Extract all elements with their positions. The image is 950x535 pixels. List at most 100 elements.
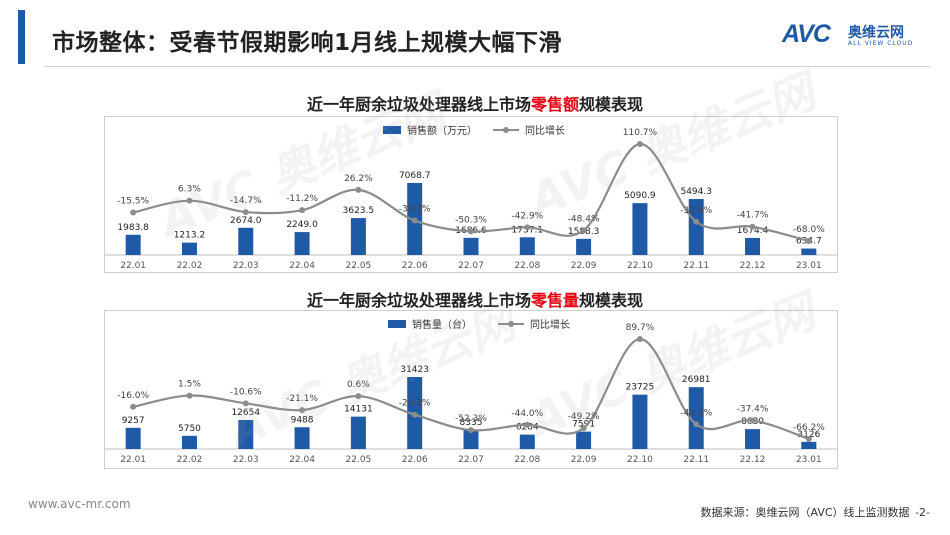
yoy-point: [468, 427, 474, 434]
yoy-point: [355, 186, 362, 193]
x-tick-label: 22.10: [627, 455, 653, 465]
chart2-panel: 销售量（台） 同比增长 9257 22.01 5750 22.02 12654 22.03 94…: [104, 310, 838, 469]
yoy-point: [186, 392, 193, 399]
yoy-value-label: 1.5%: [178, 380, 201, 390]
x-tick-label: 22.06: [402, 261, 428, 271]
yoy-value-label: -21.1%: [286, 394, 318, 404]
yoy-value-label: -11.2%: [286, 194, 318, 204]
x-tick-label: 23.01: [796, 261, 822, 271]
yoy-point: [130, 403, 137, 410]
legend-line-label: 同比增长: [525, 124, 565, 137]
yoy-point: [749, 417, 756, 424]
bar: [745, 429, 761, 449]
yoy-point: [242, 400, 249, 407]
bar-value-label: 14131: [344, 405, 373, 415]
yoy-value-label: -48.4%: [568, 214, 600, 224]
x-tick-label: 22.03: [233, 455, 259, 465]
yoy-point: [299, 207, 306, 214]
page-title: 市场整体：受春节假期影响1月线上规模大幅下滑: [52, 30, 563, 56]
yoy-value-label: -44.0%: [511, 409, 543, 419]
yoy-point: [411, 411, 418, 418]
data-source-text: 数据来源：奥维云网（AVC）线上监测数据: [700, 506, 910, 519]
bar-value-label: 31423: [400, 365, 429, 375]
bar: [294, 232, 310, 255]
yoy-point: [524, 421, 531, 428]
yoy-value-label: 110.7%: [623, 128, 658, 138]
bar-value-label: 8335: [460, 418, 483, 428]
yoy-value-label: -15.5%: [117, 197, 149, 207]
bar-value-label: 3623.5: [343, 206, 375, 216]
x-tick-label: 22.01: [120, 261, 146, 271]
yoy-point: [186, 197, 193, 204]
bar-value-label: 9488: [291, 415, 314, 425]
x-tick-label: 22.03: [233, 261, 259, 271]
chart1-title-prefix: 近一年厨余垃圾处理器线上市场: [306, 95, 531, 114]
yoy-point: [580, 227, 587, 234]
legend-bar-label: 销售额（万元）: [407, 124, 477, 137]
bar: [519, 237, 535, 255]
bar: [688, 387, 704, 449]
chart2-title-prefix: 近一年厨余垃圾处理器线上市场: [306, 291, 531, 310]
yoy-point: [636, 141, 643, 147]
x-tick-label: 22.07: [458, 261, 484, 271]
x-tick-label: 22.04: [289, 455, 315, 465]
logo-mark: AVC: [782, 20, 831, 48]
legend-line-marker: [503, 127, 509, 133]
x-tick-label: 22.09: [571, 261, 597, 271]
data-source: 数据来源：奥维云网（AVC）线上监测数据 -2-: [699, 504, 930, 520]
logo-en: ALL VIEW CLOUD: [848, 40, 914, 47]
avc-logo: AVC 奥维云网 ALL VIEW CLOUD: [782, 20, 932, 52]
x-tick-label: 22.06: [402, 455, 428, 465]
yoy-value-label: -50.3%: [455, 215, 487, 225]
yoy-value-label: -28.3%: [399, 399, 431, 409]
bar-value-label: 2674.0: [230, 216, 262, 226]
yoy-point: [636, 336, 643, 342]
bar: [463, 237, 479, 255]
bar: [350, 416, 366, 449]
yoy-point: [355, 393, 362, 400]
bar-value-label: 7591: [572, 420, 595, 430]
legend-bar-swatch: [388, 320, 406, 328]
chart2-title-highlight: 零售量: [530, 291, 579, 310]
yoy-point: [693, 218, 700, 225]
page-number: -2-: [915, 506, 930, 519]
bar: [632, 394, 648, 449]
yoy-point: [299, 407, 306, 414]
yoy-point: [524, 224, 531, 231]
yoy-point: [468, 228, 474, 235]
x-tick-label: 22.05: [346, 261, 372, 271]
x-tick-label: 22.01: [120, 455, 146, 465]
legend-line-marker: [508, 321, 514, 327]
bar: [294, 427, 310, 449]
yoy-value-label: 26.2%: [344, 174, 373, 184]
bar: [125, 234, 141, 255]
chart1-title: 近一年厨余垃圾处理器线上市场零售额规模表现: [0, 91, 950, 115]
bar-value-label: 5494.3: [680, 187, 712, 197]
site-url: www.avc-mr.com: [28, 497, 131, 511]
bar-value-label: 12654: [231, 408, 260, 418]
legend-bar-swatch: [383, 126, 401, 134]
yoy-value-label: -14.7%: [230, 196, 262, 206]
yoy-point: [805, 238, 812, 244]
yoy-value-label: -52.3%: [455, 414, 487, 424]
yoy-value-label: -42.9%: [511, 211, 543, 221]
bar: [238, 420, 254, 449]
yoy-point: [749, 223, 756, 230]
yoy-value-label: -37.4%: [737, 405, 769, 415]
bar: [238, 227, 254, 255]
bar-value-label: 1674.4: [737, 226, 769, 236]
yoy-point: [242, 209, 249, 216]
yoy-value-label: -68.0%: [793, 225, 825, 235]
x-tick-label: 22.02: [177, 455, 203, 465]
chart1-title-suffix: 规模表现: [579, 95, 644, 114]
x-tick-label: 22.09: [571, 455, 597, 465]
x-tick-label: 22.12: [740, 261, 766, 271]
x-tick-label: 22.04: [289, 261, 315, 271]
x-tick-label: 22.02: [177, 261, 203, 271]
x-tick-label: 22.10: [627, 261, 653, 271]
x-tick-label: 22.08: [514, 261, 540, 271]
bar-value-label: 1983.8: [117, 223, 149, 233]
yoy-value-label: -16.0%: [117, 391, 149, 401]
bar-value-label: 9257: [122, 416, 145, 426]
x-tick-label: 23.01: [796, 455, 822, 465]
